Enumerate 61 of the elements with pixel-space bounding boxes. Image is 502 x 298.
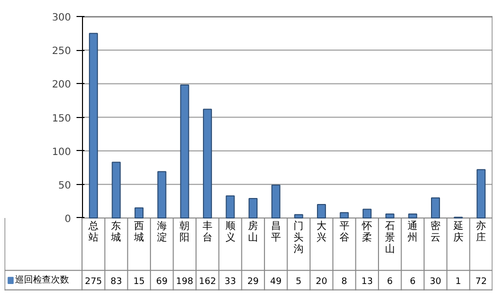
x-tick-label: 怀柔 bbox=[361, 220, 372, 244]
y-tick-label: 100 bbox=[52, 146, 72, 158]
y-tick-label: 300 bbox=[52, 12, 72, 24]
y-tick-label: 250 bbox=[52, 46, 72, 58]
bar bbox=[316, 204, 326, 218]
data-label: 29 bbox=[247, 276, 260, 287]
bar bbox=[134, 207, 144, 218]
x-tick-label: 延庆 bbox=[452, 220, 464, 244]
y-tick-label: 150 bbox=[52, 113, 72, 124]
data-label: 83 bbox=[110, 276, 122, 287]
data-label: 69 bbox=[156, 276, 168, 287]
x-tick-label: 海淀 bbox=[156, 220, 167, 244]
bar bbox=[431, 197, 440, 218]
data-label: 198 bbox=[176, 276, 194, 287]
data-label: 30 bbox=[430, 276, 442, 287]
data-label: 6 bbox=[410, 276, 416, 287]
x-tick-label: 亦庄 bbox=[476, 220, 486, 244]
bar bbox=[362, 208, 372, 218]
y-tick-label: 0 bbox=[64, 214, 72, 225]
x-tick-label: 石景山 bbox=[384, 221, 395, 256]
x-tick-label: 平谷 bbox=[339, 221, 350, 244]
data-label: 1 bbox=[455, 276, 462, 287]
bar bbox=[157, 171, 166, 218]
bar bbox=[88, 32, 98, 218]
x-tick-label: 昌平 bbox=[270, 221, 281, 244]
x-tick-label: 丰台 bbox=[202, 220, 212, 244]
bar bbox=[112, 162, 121, 218]
x-tick-label: 大兴 bbox=[316, 220, 326, 244]
bar bbox=[340, 212, 349, 218]
data-label: 6 bbox=[387, 276, 394, 287]
data-label: 72 bbox=[475, 276, 487, 287]
x-tick-label: 通州 bbox=[408, 220, 418, 244]
bar bbox=[248, 198, 258, 218]
data-label: 162 bbox=[198, 276, 216, 287]
bar bbox=[180, 84, 190, 218]
legend-label: 巡回检查次数 bbox=[15, 274, 70, 286]
data-label: 5 bbox=[296, 276, 302, 287]
bar bbox=[476, 169, 486, 218]
data-label: 275 bbox=[84, 276, 102, 287]
data-label: 8 bbox=[341, 276, 348, 287]
bar bbox=[226, 195, 235, 218]
x-tick-label: 房山 bbox=[248, 220, 258, 244]
bar bbox=[294, 214, 304, 218]
data-label: 20 bbox=[316, 276, 328, 287]
data-label: 13 bbox=[361, 276, 373, 287]
x-tick-label: 朝阳 bbox=[180, 220, 190, 244]
x-tick-label: 顺义 bbox=[225, 221, 236, 244]
bar bbox=[408, 213, 418, 218]
y-tick-label: 50 bbox=[58, 180, 72, 192]
bar bbox=[385, 213, 394, 218]
data-label: 33 bbox=[224, 276, 236, 287]
data-label: 49 bbox=[270, 276, 282, 287]
data-label: 15 bbox=[133, 276, 145, 287]
x-tick-label: 门头沟 bbox=[294, 220, 304, 256]
x-tick-label: 密云 bbox=[430, 220, 440, 244]
y-tick-label: 200 bbox=[52, 80, 72, 91]
x-tick-label: 西城 bbox=[133, 221, 144, 244]
bar bbox=[202, 108, 212, 218]
bar bbox=[271, 184, 280, 218]
x-tick-label: 东城 bbox=[110, 220, 122, 244]
x-tick-label: 总站 bbox=[87, 220, 98, 244]
